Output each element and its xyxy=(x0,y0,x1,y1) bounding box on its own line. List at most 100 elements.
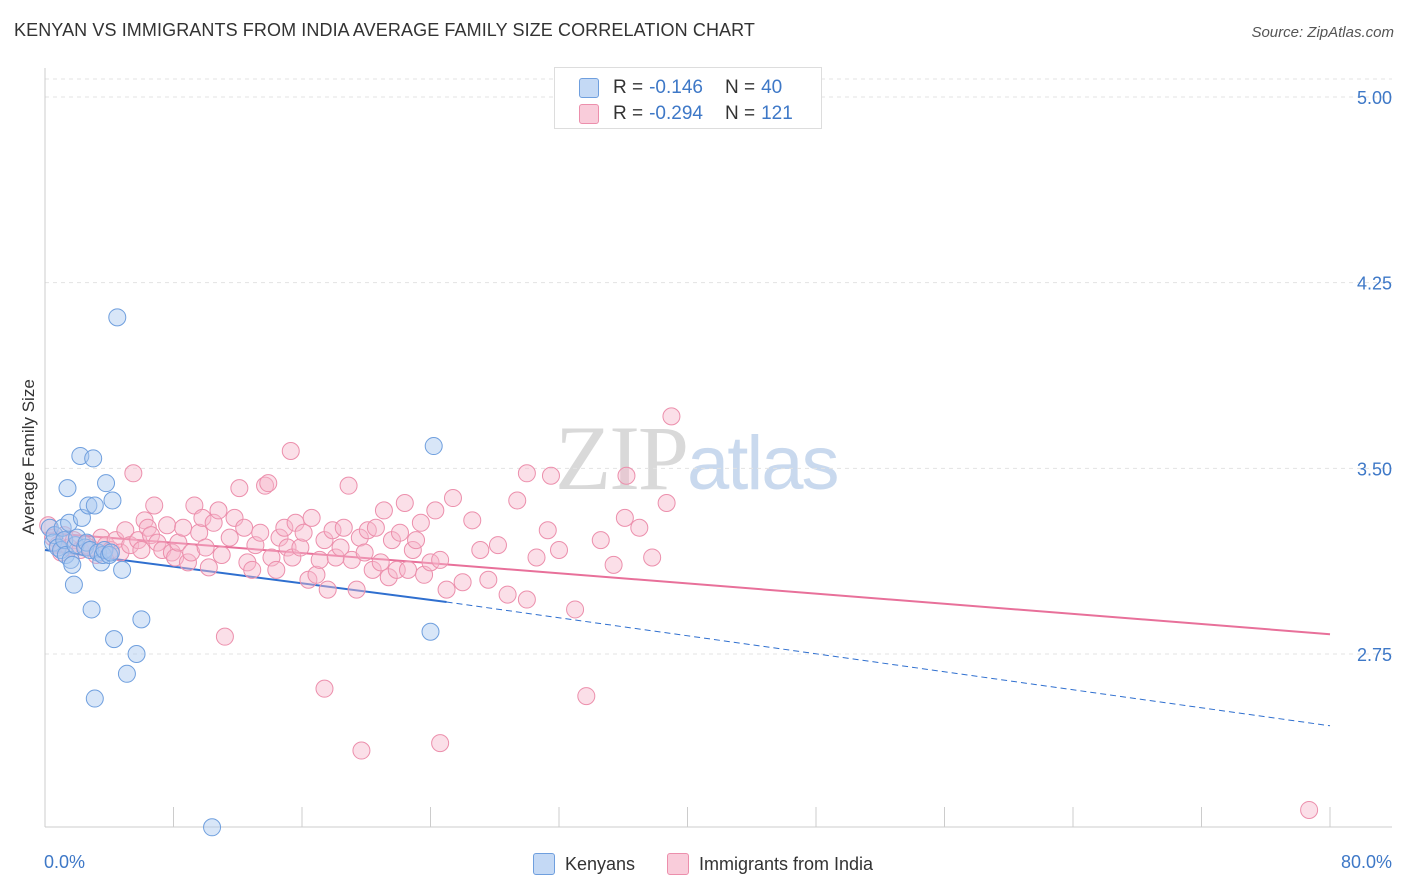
india-point xyxy=(323,521,342,540)
india-trend-line xyxy=(44,531,1331,636)
india-point xyxy=(517,464,536,483)
india-point xyxy=(426,501,445,520)
india-point xyxy=(196,538,215,557)
trend-lines xyxy=(44,531,1331,727)
india-swatch xyxy=(579,104,599,124)
axis-labels: 5.00 4.25 3.50 2.75 0.0% 80.0% Average Family … xyxy=(19,88,1392,872)
india-point xyxy=(617,466,636,485)
legend-r-value: -0.294 xyxy=(649,103,703,124)
india-point xyxy=(403,541,422,560)
india-point xyxy=(443,489,462,508)
india-point xyxy=(315,679,334,698)
legend-n-value: 40 xyxy=(761,77,783,98)
india-point xyxy=(355,543,374,562)
legend-r-label: R = xyxy=(613,103,644,124)
india-point xyxy=(407,531,426,550)
india-point xyxy=(281,442,300,461)
india-point xyxy=(566,600,585,619)
india-point xyxy=(259,474,278,493)
kenyan-point xyxy=(103,491,122,510)
india-point xyxy=(310,550,329,569)
india-point xyxy=(463,511,482,530)
data-points xyxy=(39,308,1319,837)
y-tick-label: 5.00 xyxy=(1357,88,1392,108)
india-point xyxy=(541,466,560,485)
india-point xyxy=(331,538,350,557)
india-point xyxy=(550,541,568,560)
india-point xyxy=(371,553,390,572)
kenyan-point xyxy=(113,560,132,579)
india-point xyxy=(498,585,517,604)
x-tick-label-min: 0.0% xyxy=(44,852,85,872)
india-point xyxy=(352,741,371,760)
india-point xyxy=(479,570,498,589)
kenyan-point xyxy=(203,818,222,837)
kenyan-point xyxy=(108,308,127,327)
india-point xyxy=(1300,800,1319,819)
kenyan-trend-extension xyxy=(446,601,1331,727)
india-point xyxy=(212,545,231,564)
india-point xyxy=(158,516,177,535)
legend-r-label: R = xyxy=(613,77,644,98)
kenyan-point xyxy=(132,610,151,629)
x-tick-label-max: 80.0% xyxy=(1341,852,1392,872)
kenyans-legend-swatch xyxy=(532,853,555,875)
india-point xyxy=(339,476,358,495)
legend-row-india: R = -0.294 N = 121 xyxy=(579,103,793,125)
india-point xyxy=(162,543,181,562)
india-point xyxy=(302,508,321,527)
kenyan-point xyxy=(64,575,83,594)
india-point xyxy=(190,523,209,542)
india-point xyxy=(225,508,244,527)
kenyan-point xyxy=(421,622,440,641)
india-point xyxy=(145,496,164,515)
india-point xyxy=(662,407,681,426)
legend-r-value: -0.146 xyxy=(649,77,703,98)
india-point xyxy=(215,627,234,646)
india-point xyxy=(267,560,286,579)
india-point xyxy=(527,548,546,567)
legend-n-label: N = xyxy=(724,77,756,98)
india-point xyxy=(182,543,201,562)
y-tick-label: 2.75 xyxy=(1357,645,1392,665)
india-point xyxy=(199,558,218,577)
india-point xyxy=(178,553,197,572)
india-point xyxy=(604,555,623,574)
india-point xyxy=(471,541,490,560)
kenyan-point xyxy=(82,600,101,619)
kenyan-point xyxy=(56,545,75,564)
kenyan-point xyxy=(58,479,77,498)
india-point xyxy=(307,565,326,584)
legend-n-value: 121 xyxy=(761,103,793,124)
y-tick-label: 3.50 xyxy=(1357,459,1392,479)
india-point xyxy=(538,521,557,540)
legend-n-label: N = xyxy=(724,103,756,124)
source-label: Source: ZipAtlas.com xyxy=(1251,24,1394,41)
india-point xyxy=(174,518,193,537)
india-point xyxy=(124,464,143,483)
kenyan-point xyxy=(127,645,146,663)
india-point xyxy=(326,548,345,567)
kenyan-point xyxy=(117,664,136,683)
india-point xyxy=(169,533,188,552)
india-point xyxy=(431,734,450,753)
legend-item-india: Immigrants from India xyxy=(667,853,873,875)
india-point xyxy=(294,523,313,542)
india-point xyxy=(577,687,596,706)
india-point xyxy=(431,550,450,569)
kenyans-swatch xyxy=(579,78,599,98)
india-point xyxy=(366,518,385,537)
india-point xyxy=(334,518,353,537)
series-legend: Kenyans Immigrants from India xyxy=(0,852,1406,876)
kenyan-point xyxy=(97,474,116,493)
india-point xyxy=(142,526,161,545)
kenyan-point xyxy=(105,630,124,649)
india-point xyxy=(615,508,634,527)
india-point xyxy=(291,538,310,557)
india-point xyxy=(395,493,414,512)
kenyan-point xyxy=(424,437,443,456)
india-point xyxy=(132,541,151,560)
india-point xyxy=(591,531,610,550)
kenyan-point xyxy=(79,496,98,515)
